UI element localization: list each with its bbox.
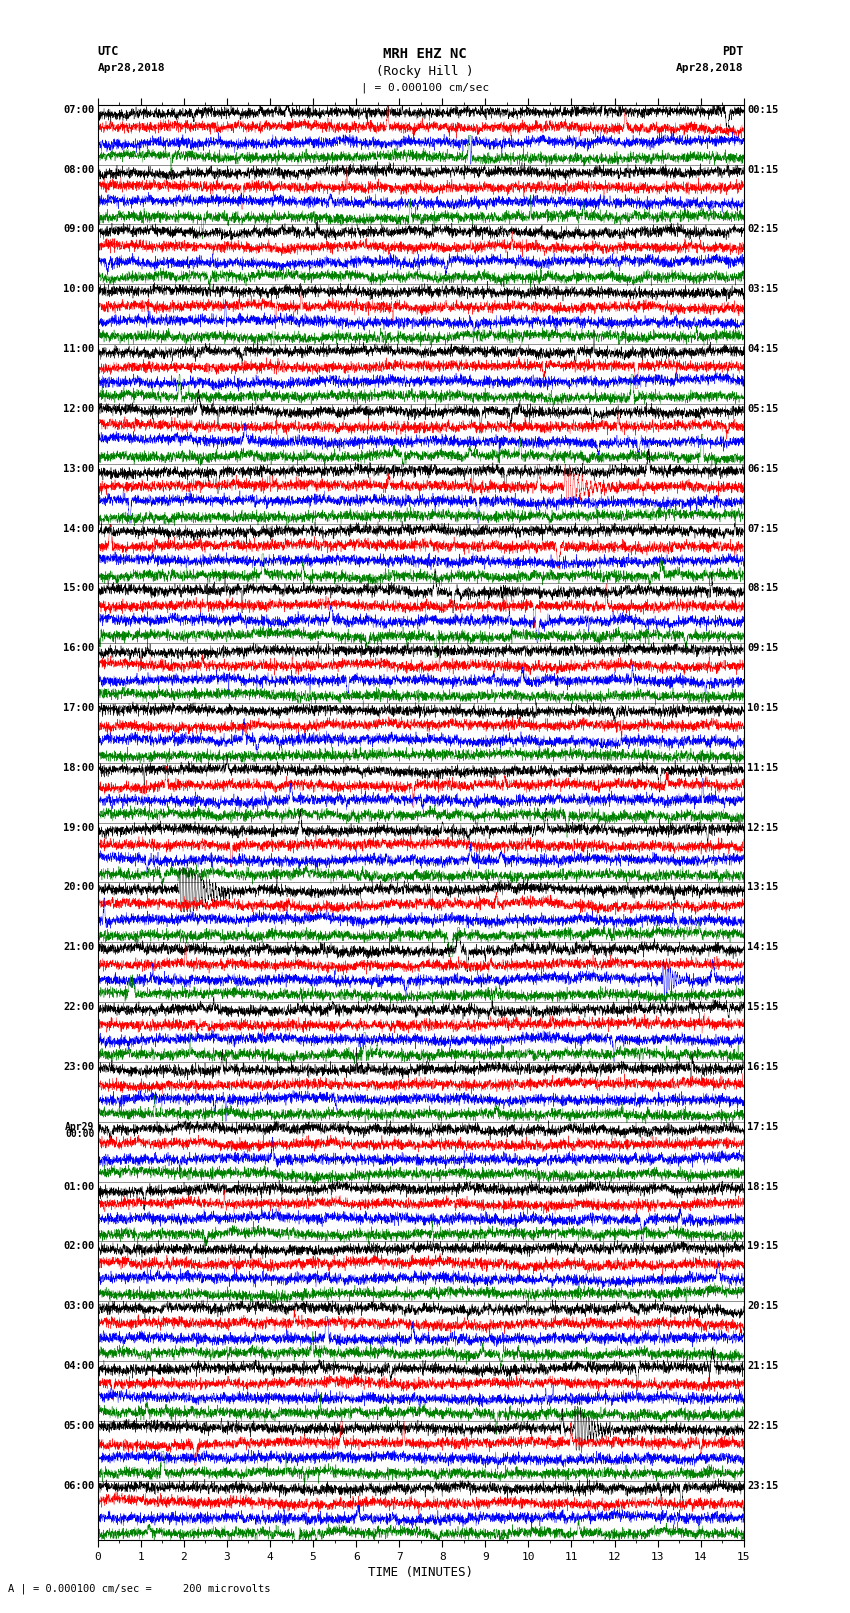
Text: 03:00: 03:00: [63, 1302, 94, 1311]
Text: PDT: PDT: [722, 45, 744, 58]
Text: 10:00: 10:00: [63, 284, 94, 294]
Text: 15:00: 15:00: [63, 584, 94, 594]
Text: 06:15: 06:15: [747, 465, 779, 474]
Text: 21:00: 21:00: [63, 942, 94, 952]
Text: 11:00: 11:00: [63, 344, 94, 355]
Text: 23:00: 23:00: [63, 1061, 94, 1073]
Text: 19:00: 19:00: [63, 823, 94, 832]
Text: 20:15: 20:15: [747, 1302, 779, 1311]
Text: 21:15: 21:15: [747, 1361, 779, 1371]
Text: 09:15: 09:15: [747, 644, 779, 653]
Text: 08:00: 08:00: [63, 165, 94, 174]
Text: 04:15: 04:15: [747, 344, 779, 355]
Text: MRH EHZ NC: MRH EHZ NC: [383, 47, 467, 61]
Text: Apr28,2018: Apr28,2018: [98, 63, 165, 73]
Text: 08:15: 08:15: [747, 584, 779, 594]
X-axis label: TIME (MINUTES): TIME (MINUTES): [368, 1566, 473, 1579]
Text: 05:15: 05:15: [747, 403, 779, 415]
Text: 12:15: 12:15: [747, 823, 779, 832]
Text: 10:15: 10:15: [747, 703, 779, 713]
Text: 23:15: 23:15: [747, 1481, 779, 1490]
Text: 07:15: 07:15: [747, 524, 779, 534]
Text: 22:00: 22:00: [63, 1002, 94, 1011]
Text: 16:15: 16:15: [747, 1061, 779, 1073]
Text: 13:00: 13:00: [63, 465, 94, 474]
Text: 04:00: 04:00: [63, 1361, 94, 1371]
Text: 06:00: 06:00: [63, 1481, 94, 1490]
Text: 03:15: 03:15: [747, 284, 779, 294]
Text: 12:00: 12:00: [63, 403, 94, 415]
Text: 14:15: 14:15: [747, 942, 779, 952]
Text: 17:00: 17:00: [63, 703, 94, 713]
Text: Apr28,2018: Apr28,2018: [677, 63, 744, 73]
Text: 14:00: 14:00: [63, 524, 94, 534]
Text: 17:15: 17:15: [747, 1121, 779, 1132]
Text: Apr29: Apr29: [65, 1121, 94, 1132]
Text: 00:15: 00:15: [747, 105, 779, 115]
Text: 05:00: 05:00: [63, 1421, 94, 1431]
Text: 19:15: 19:15: [747, 1242, 779, 1252]
Text: 18:00: 18:00: [63, 763, 94, 773]
Text: 11:15: 11:15: [747, 763, 779, 773]
Text: 20:00: 20:00: [63, 882, 94, 892]
Text: 07:00: 07:00: [63, 105, 94, 115]
Text: (Rocky Hill ): (Rocky Hill ): [377, 65, 473, 77]
Text: 16:00: 16:00: [63, 644, 94, 653]
Text: 02:15: 02:15: [747, 224, 779, 234]
Text: | = 0.000100 cm/sec: | = 0.000100 cm/sec: [361, 82, 489, 94]
Text: 22:15: 22:15: [747, 1421, 779, 1431]
Text: 01:00: 01:00: [63, 1181, 94, 1192]
Text: A | = 0.000100 cm/sec =     200 microvolts: A | = 0.000100 cm/sec = 200 microvolts: [8, 1582, 271, 1594]
Text: 13:15: 13:15: [747, 882, 779, 892]
Text: 09:00: 09:00: [63, 224, 94, 234]
Text: 02:00: 02:00: [63, 1242, 94, 1252]
Text: 01:15: 01:15: [747, 165, 779, 174]
Text: UTC: UTC: [98, 45, 119, 58]
Text: 18:15: 18:15: [747, 1181, 779, 1192]
Text: 00:00: 00:00: [65, 1129, 94, 1139]
Text: 15:15: 15:15: [747, 1002, 779, 1011]
